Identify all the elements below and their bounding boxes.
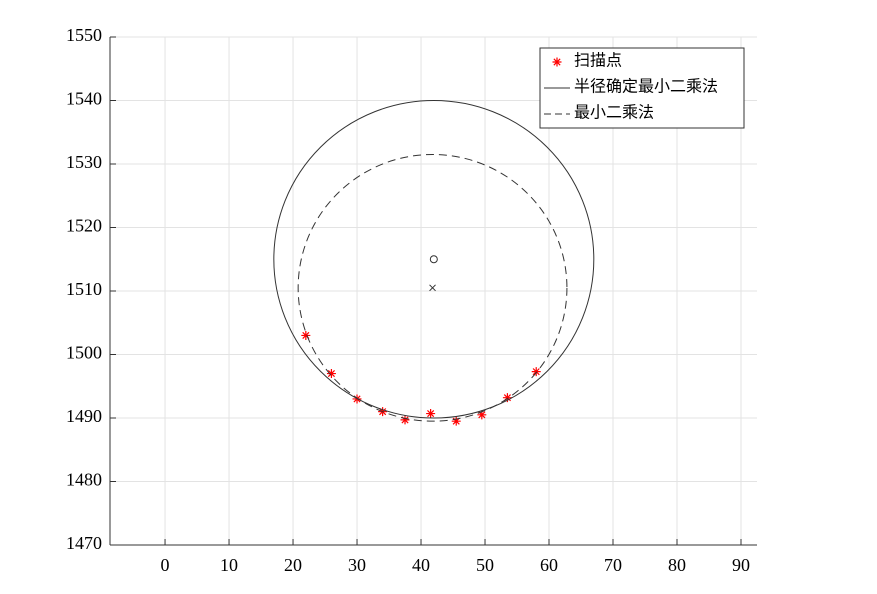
legend-label: 扫描点 <box>574 52 622 70</box>
scatter-point <box>301 330 311 340</box>
y-tick-label: 1500 <box>66 343 102 363</box>
legend-marker <box>552 57 562 67</box>
x-tick-label: 80 <box>668 555 686 575</box>
scatter-point <box>531 367 541 377</box>
scatter-point <box>326 369 336 379</box>
y-tick-label: 1490 <box>66 406 102 426</box>
x-tick-label: 60 <box>540 555 558 575</box>
x-tick-label: 10 <box>220 555 238 575</box>
center-marker <box>429 284 436 292</box>
scatter-point <box>400 415 410 425</box>
center-marker <box>429 255 438 264</box>
y-tick-label: 1470 <box>66 533 102 553</box>
x-tick-label: 70 <box>604 555 622 575</box>
scatter-point <box>502 393 512 403</box>
y-tick-label: 1480 <box>66 470 102 490</box>
fit-circle <box>297 153 568 422</box>
x-tick-label: 90 <box>732 555 750 575</box>
x-tick-label: 40 <box>412 555 430 575</box>
scatter-point <box>477 410 487 420</box>
y-tick-label: 1520 <box>66 216 102 236</box>
scatter-point <box>426 409 436 419</box>
x-tick-label: 30 <box>348 555 366 575</box>
legend-box <box>539 47 745 129</box>
x-tick-label: 50 <box>476 555 494 575</box>
x-tick-label: 0 <box>161 555 170 575</box>
x-tick-label: 20 <box>284 555 302 575</box>
scatter-point <box>451 416 461 426</box>
legend-label: 最小二乘法 <box>574 104 654 122</box>
y-tick-label: 1510 <box>66 279 102 299</box>
y-tick-label: 1540 <box>66 89 102 109</box>
y-tick-label: 1530 <box>66 152 102 172</box>
y-tick-label: 1550 <box>66 25 102 45</box>
legend-label: 半径确定最小二乘法 <box>574 78 718 96</box>
fit-circle <box>273 100 595 419</box>
